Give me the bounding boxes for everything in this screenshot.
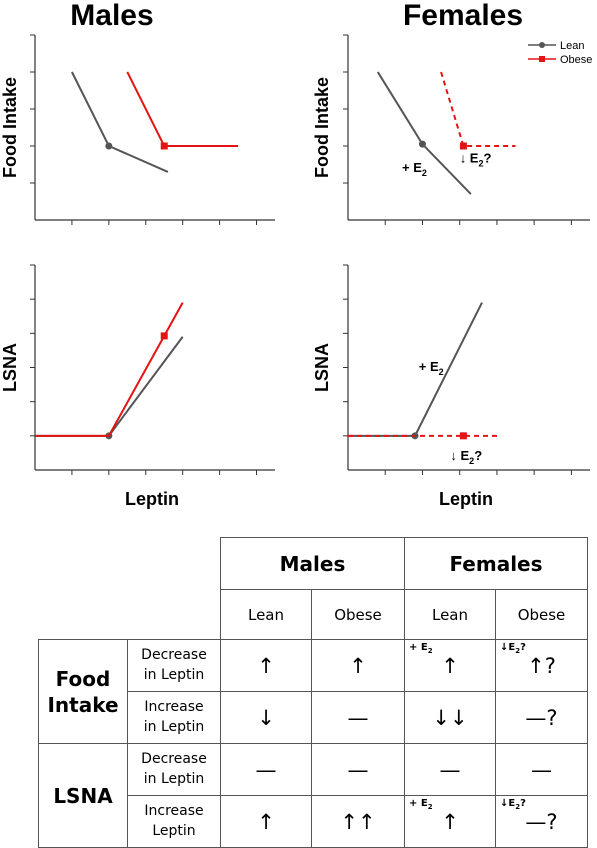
- row-label: Decrease in Leptin: [127, 743, 221, 796]
- y-axis-label: Food Intake: [312, 77, 332, 178]
- table-cell: ↓E2? ↑?: [495, 639, 588, 692]
- row-label: Increase Leptin: [127, 795, 221, 848]
- x-axis-label: Leptin: [439, 489, 493, 509]
- header-males-obese: Obese: [311, 589, 405, 640]
- table-cell: ↓↓: [404, 691, 496, 744]
- legend-marker: [539, 42, 545, 48]
- chart-males-lsna: LSNA Leptin: [0, 264, 275, 509]
- chart-panels: Males Food Intake Females Food Intake + E2 ↓ …: [0, 0, 592, 509]
- header-females-lean: Lean: [404, 589, 496, 640]
- table-cell: + E2 ↑: [404, 795, 496, 848]
- table-cell: —: [495, 743, 588, 796]
- x-axis-label: Leptin: [125, 489, 179, 509]
- header-males-lean: Lean: [220, 589, 312, 640]
- series-line-obese: [440, 71, 516, 147]
- header-females: Females: [404, 537, 588, 590]
- data-point-obese: [459, 142, 467, 150]
- e2-note: + E2: [409, 798, 433, 811]
- row-label: Increase in Leptin: [127, 691, 221, 744]
- series-line-obese: [126, 71, 239, 147]
- chart-males-food-intake: Males Food Intake: [0, 0, 275, 225]
- panel-title: Females: [403, 0, 523, 32]
- data-point-lean: [105, 142, 113, 150]
- panel-title: Males: [70, 0, 153, 32]
- table-cell: + E2 ↑: [404, 639, 496, 692]
- chart-females-lsna: LSNA Leptin + E2 ↓ E2?: [312, 264, 590, 509]
- table-cell: —?: [495, 691, 588, 744]
- y-axis-label: LSNA: [312, 343, 332, 392]
- data-point-obese: [160, 332, 168, 340]
- table-cell: —: [311, 691, 405, 744]
- series-line-lean: [348, 302, 483, 437]
- e2-note: + E2: [409, 642, 433, 655]
- table-cell: —: [220, 743, 312, 796]
- table-cell: —: [404, 743, 496, 796]
- e2-annotation: + E2: [419, 359, 444, 377]
- data-point-lean: [418, 140, 426, 148]
- e2-note: ↓E2?: [500, 798, 526, 811]
- table-cell: ↓E2? —?: [495, 795, 588, 848]
- series-line-lean: [35, 336, 184, 437]
- y-axis-label: LSNA: [0, 343, 20, 392]
- summary-table: Males Females Lean Obese Lean Obese Food…: [38, 537, 588, 848]
- row-label: Decrease in Leptin: [127, 639, 221, 692]
- chart-females-food-intake: Females Food Intake + E2 ↓ E2? Lean Obese: [312, 0, 592, 225]
- legend-label: Lean: [560, 40, 584, 52]
- legend-marker: [539, 56, 545, 62]
- table-cell: ↑: [311, 639, 405, 692]
- e2-annotation: ↓ E2?: [450, 448, 482, 466]
- y-axis-label: Food Intake: [0, 77, 20, 178]
- data-point-obese: [160, 142, 168, 150]
- header-males: Males: [220, 537, 405, 590]
- series-line-obese: [35, 302, 184, 437]
- table-cell: ↑: [220, 639, 312, 692]
- header-females-obese: Obese: [495, 589, 588, 640]
- row-group-lsna: LSNA: [38, 743, 128, 848]
- e2-annotation: + E2: [402, 160, 427, 178]
- series-line-lean: [71, 71, 169, 173]
- table-cell: ↑↑: [311, 795, 405, 848]
- data-point-obese: [459, 432, 467, 440]
- table-cell: ↓: [220, 691, 312, 744]
- legend: Lean Obese: [528, 40, 592, 66]
- table-cell: ↑: [220, 795, 312, 848]
- e2-annotation: ↓ E2?: [460, 151, 492, 169]
- legend-label: Obese: [560, 54, 592, 66]
- row-group-food-intake: Food Intake: [38, 639, 128, 744]
- table-cell: —: [311, 743, 405, 796]
- e2-note: ↓E2?: [500, 642, 526, 655]
